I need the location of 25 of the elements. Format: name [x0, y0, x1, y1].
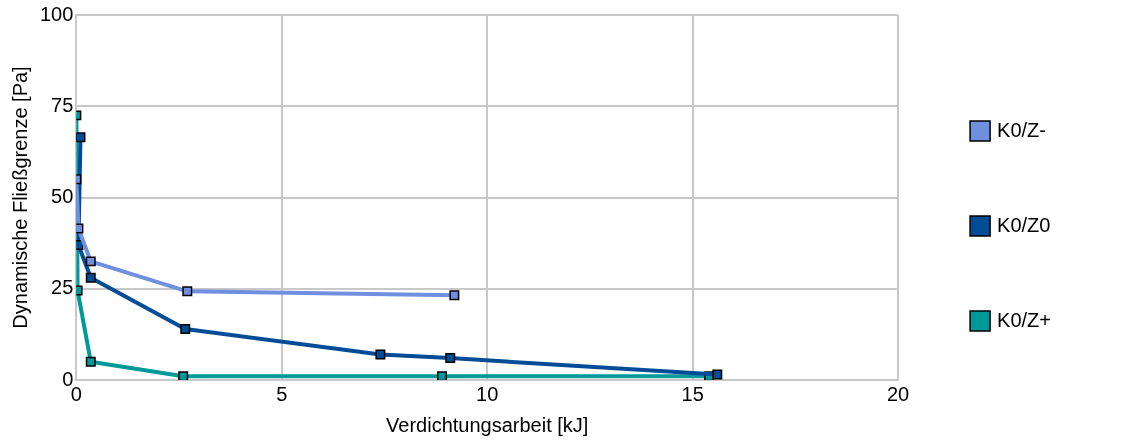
point: [449, 290, 460, 301]
y-tick-label: 75: [51, 93, 74, 116]
y-tick-label: 100: [39, 2, 74, 25]
x-tick-label: 20: [886, 382, 910, 405]
point: [445, 353, 456, 364]
point: [712, 369, 723, 380]
legend-label: K0/Z-: [997, 118, 1046, 141]
legend-label: K0/Z0: [997, 213, 1051, 236]
y-tick-label: 50: [51, 185, 74, 208]
point: [180, 323, 191, 334]
y-axis-title: Dynamische Fließgrenze [Pa]: [8, 66, 31, 329]
point: [85, 272, 96, 283]
x-tick-label: 10: [476, 382, 499, 405]
x-axis-title: Verdichtungsarbeit [kJ]: [386, 413, 589, 436]
point: [182, 286, 193, 297]
point: [375, 349, 386, 360]
x-tick-label: 15: [681, 382, 704, 405]
point: [76, 132, 86, 143]
point: [437, 371, 448, 380]
point: [178, 371, 189, 380]
x-tick-label: 5: [276, 382, 288, 405]
y-tick-label: 25: [51, 276, 74, 299]
legend-label: K0/Z+: [997, 308, 1052, 331]
point: [85, 256, 96, 267]
point: [85, 356, 96, 367]
